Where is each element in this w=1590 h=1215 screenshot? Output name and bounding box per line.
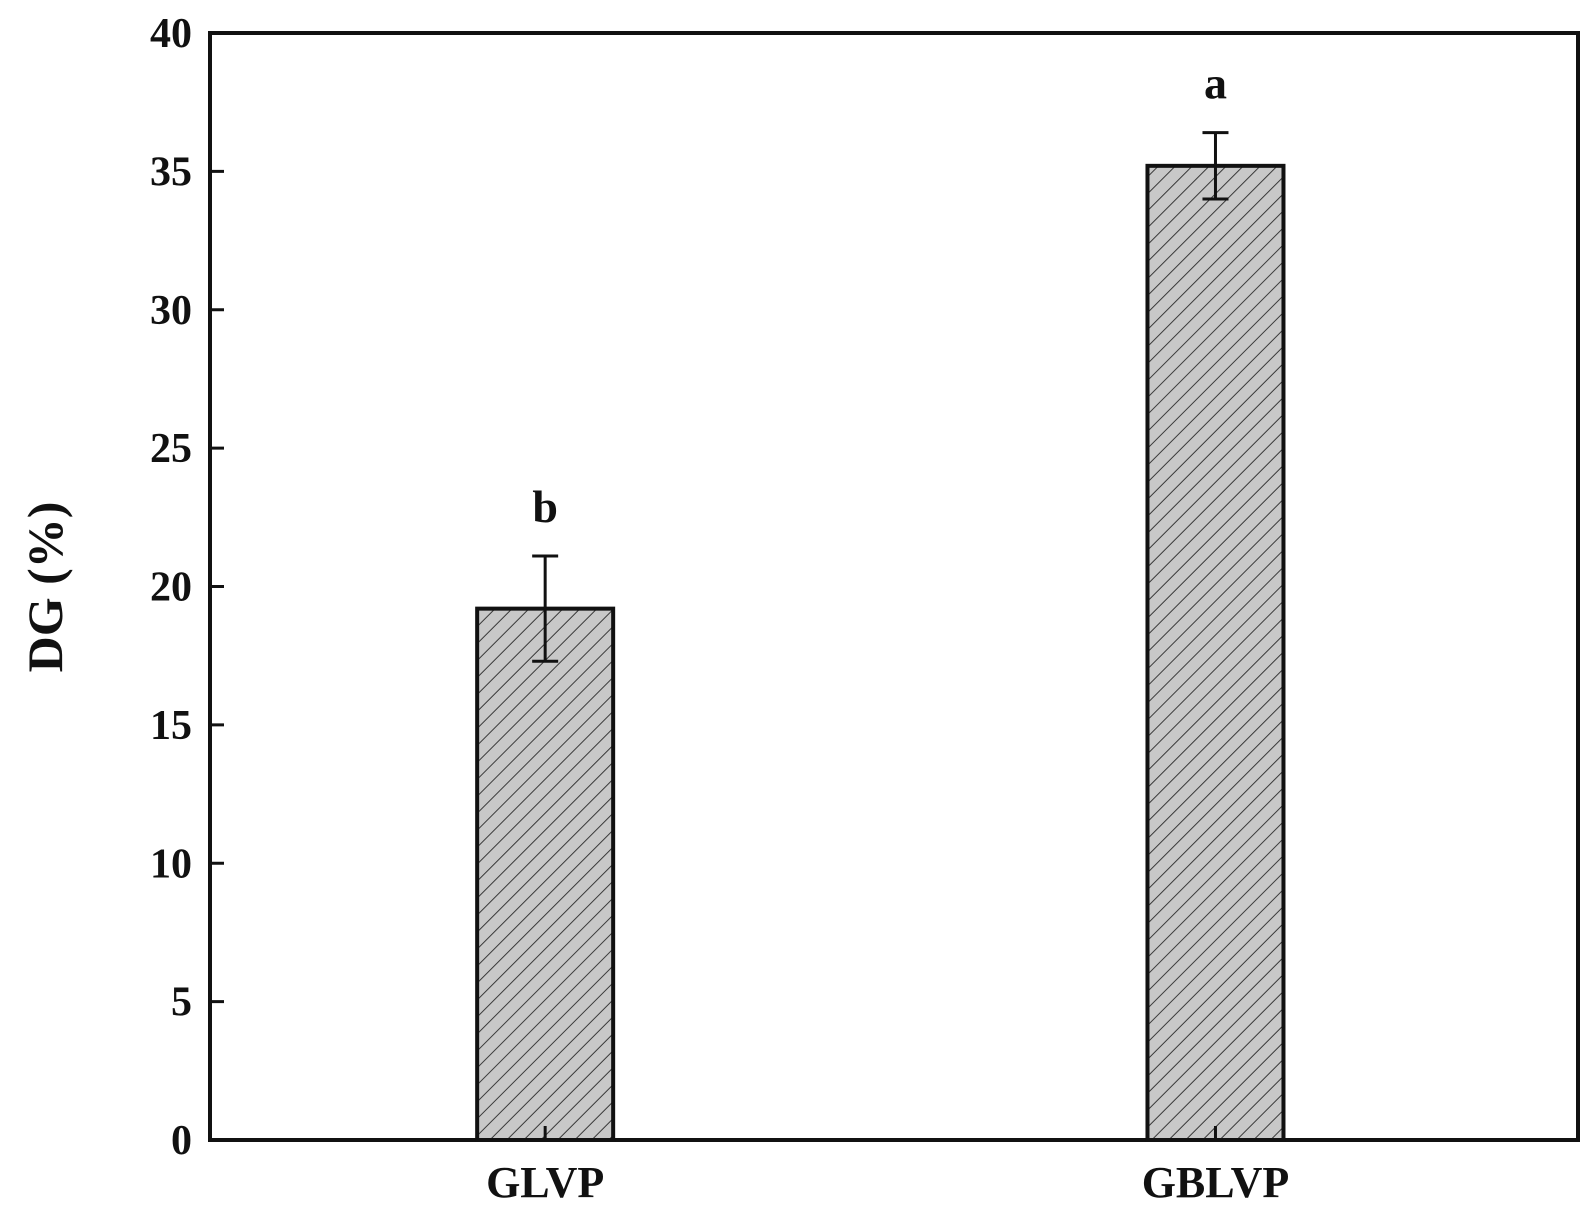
significance-label-glvp: b — [532, 481, 558, 532]
y-tick-label: 25 — [150, 426, 192, 472]
significance-label-gblvp: a — [1204, 58, 1227, 109]
bar-gblvp — [1145, 163, 1286, 1142]
x-category-label: GLVP — [486, 1158, 604, 1207]
y-tick-label: 30 — [150, 288, 192, 334]
x-category-label: GBLVP — [1142, 1158, 1290, 1207]
y-tick-label: 0 — [171, 1118, 192, 1164]
y-tick-label: 10 — [150, 841, 192, 887]
y-tick-label: 15 — [150, 703, 192, 749]
bar-glvp — [475, 606, 616, 1142]
y-axis: 0 5 10 15 20 25 30 35 40 — [150, 11, 224, 1164]
y-tick-label: 40 — [150, 11, 192, 57]
y-tick-label: 20 — [150, 565, 192, 611]
x-axis: GLVP GBLVP — [486, 1126, 1289, 1207]
y-tick-label: 5 — [171, 980, 192, 1026]
bars: ba — [475, 58, 1286, 1142]
y-axis-title: DG (%) — [17, 502, 73, 673]
plot-frame — [208, 31, 1580, 1142]
y-tick-label: 35 — [150, 149, 192, 195]
